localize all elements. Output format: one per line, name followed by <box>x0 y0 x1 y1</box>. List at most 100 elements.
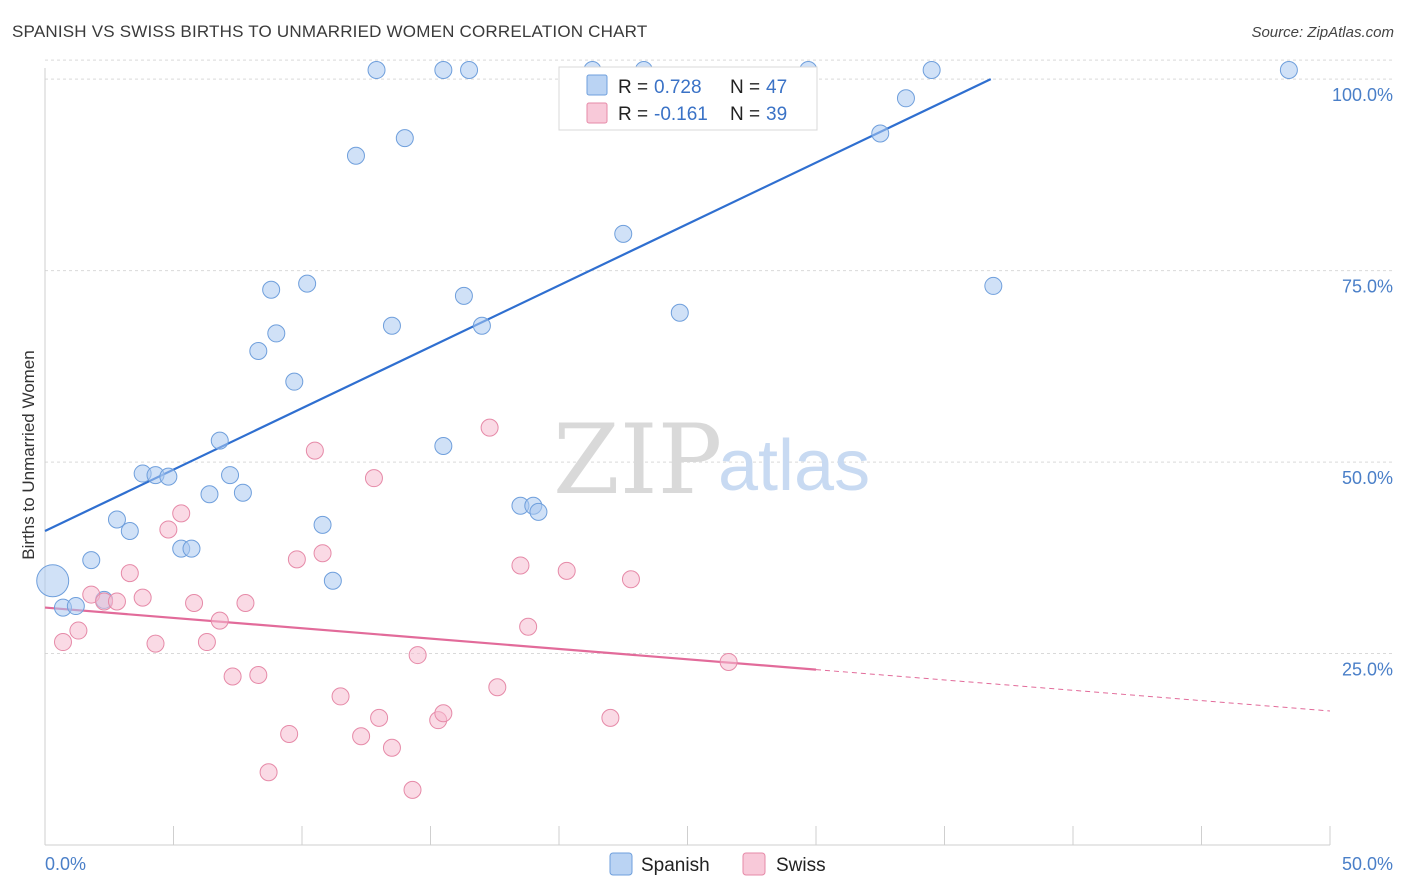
spanish-point <box>200 485 219 504</box>
legend-n-value: 39 <box>766 104 787 125</box>
spanish-point <box>120 522 139 540</box>
spanish-point <box>267 324 286 343</box>
swiss-point <box>488 678 507 697</box>
swiss-point <box>621 570 640 589</box>
swiss-point <box>352 727 371 746</box>
spanish-point <box>395 129 414 148</box>
legend-swatch-spanish <box>586 74 608 96</box>
trendlines <box>44 78 1331 712</box>
spanish-point <box>460 61 479 79</box>
swiss-point <box>305 441 324 460</box>
spanish-point <box>323 571 342 590</box>
swiss-point <box>370 708 389 727</box>
chart-title: SPANISH VS SWISS BIRTHS TO UNMARRIED WOM… <box>12 22 648 41</box>
x-tick-labels: 0.0% 50.0% <box>45 854 1393 874</box>
bottom-legend-swatch-swiss <box>742 852 766 876</box>
spanish-point <box>1279 61 1298 79</box>
swiss-point <box>236 593 255 612</box>
legend-row-swiss: R = -0.161 N = 39 <box>586 102 787 125</box>
spanish-point <box>107 510 126 529</box>
swiss-point <box>172 504 191 523</box>
swiss-point <box>210 611 229 630</box>
spanish-point <box>66 597 85 616</box>
bottom-legend: Spanish Swiss <box>609 852 826 876</box>
swiss-point <box>434 704 453 723</box>
spanish-point <box>262 280 281 299</box>
gridlines <box>45 59 1393 655</box>
swiss-point <box>601 708 620 727</box>
spanish-point <box>871 124 890 143</box>
x-tick-label: 0.0% <box>45 854 86 874</box>
swiss-point <box>331 687 350 706</box>
swiss-point <box>185 593 204 612</box>
legend-r-value: 0.728 <box>654 77 702 98</box>
swiss-point <box>480 418 499 437</box>
axes <box>44 68 1331 846</box>
spanish-point <box>984 276 1003 295</box>
y-tick-label: 75.0% <box>1342 277 1393 297</box>
spanish-point <box>922 61 941 79</box>
legend-n-label: N = <box>730 77 760 98</box>
swiss-point <box>107 592 126 611</box>
swiss-point <box>197 633 216 652</box>
swiss-point <box>259 763 278 782</box>
spanish-point <box>210 431 229 450</box>
legend-n-label: N = <box>730 104 760 125</box>
swiss-point <box>382 738 401 757</box>
spanish-point <box>529 502 548 521</box>
legend-row-spanish: R = 0.728 N = 47 <box>586 74 787 98</box>
swiss-point <box>408 646 427 665</box>
spanish-trendline <box>44 78 992 532</box>
y-tick-label: 25.0% <box>1342 660 1393 680</box>
watermark-atlas: atlas <box>718 426 870 506</box>
spanish-point <box>367 61 386 79</box>
spanish-point <box>233 483 252 502</box>
legend-n-value: 47 <box>766 77 787 98</box>
spanish-point <box>454 286 473 305</box>
spanish-point <box>82 551 101 570</box>
legend-r-label: R = <box>618 77 648 98</box>
spanish-point <box>434 61 453 79</box>
bottom-legend-label-spanish: Spanish <box>641 855 710 876</box>
legend-r-label: R = <box>618 104 648 125</box>
swiss-point <box>403 780 422 799</box>
bottom-legend-swatch-spanish <box>609 852 633 876</box>
swiss-point <box>53 633 72 652</box>
spanish-point <box>249 342 268 361</box>
bottom-legend-swiss: Swiss <box>742 852 826 876</box>
swiss-point <box>364 469 383 488</box>
spanish-point <box>285 372 304 391</box>
swiss-trendline-extension <box>815 669 1331 712</box>
spanish-point <box>670 303 689 322</box>
y-tick-label: 50.0% <box>1342 468 1393 488</box>
spanish-point <box>472 316 491 335</box>
spanish-point <box>313 515 332 534</box>
spanish-point <box>182 539 201 558</box>
source-credit: Source: ZipAtlas.com <box>1251 24 1394 41</box>
y-tick-label: 100.0% <box>1332 85 1393 105</box>
swiss-point <box>159 520 178 539</box>
spanish-point <box>36 564 70 598</box>
legend-r-value: -0.161 <box>654 104 708 125</box>
y-axis-label: Births to Unmarried Women <box>19 350 38 559</box>
legend-swatch-swiss <box>586 102 608 124</box>
spanish-point <box>298 274 317 293</box>
legend: R = 0.728 N = 47 R = -0.161 N = 39 <box>558 66 818 131</box>
swiss-point <box>719 652 738 671</box>
swiss-point <box>223 667 242 686</box>
swiss-point <box>287 550 306 569</box>
spanish-point <box>382 316 401 335</box>
swiss-point <box>133 588 152 607</box>
swiss-point <box>146 634 165 653</box>
spanish-point <box>434 436 453 455</box>
x-tick-label: 50.0% <box>1342 854 1393 874</box>
swiss-point <box>120 564 139 583</box>
spanish-point <box>221 466 240 485</box>
y-tick-labels: 25.0% 50.0% 75.0% 100.0% <box>1332 85 1393 679</box>
spanish-point <box>346 146 365 165</box>
swiss-point <box>511 556 530 575</box>
bottom-legend-label-swiss: Swiss <box>776 855 826 876</box>
swiss-point <box>519 617 538 636</box>
swiss-point <box>69 621 88 640</box>
